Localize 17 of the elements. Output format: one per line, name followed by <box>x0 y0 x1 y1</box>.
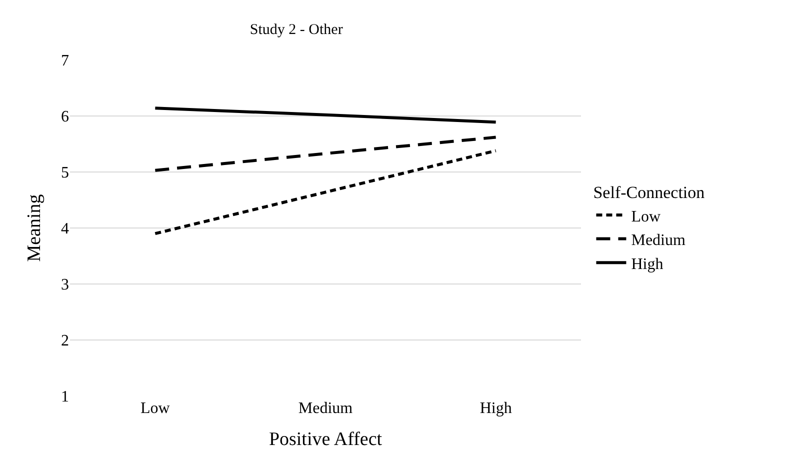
y-tick-label: 6 <box>61 108 69 126</box>
y-tick-label: 1 <box>61 388 69 406</box>
legend-label: Low <box>631 208 661 226</box>
legend-label: Medium <box>631 232 686 250</box>
y-tick-label: 2 <box>61 332 69 350</box>
y-tick-label: 3 <box>61 276 69 294</box>
x-tick-label: High <box>480 400 512 417</box>
y-axis-title: Meaning <box>24 194 45 262</box>
legend-title: Self-Connection <box>593 183 706 202</box>
chart-title: Study 2 - Other <box>250 22 343 38</box>
x-tick-label: Low <box>140 400 170 417</box>
y-tick-label: 5 <box>61 164 69 182</box>
x-tick-label: Medium <box>298 400 354 417</box>
x-axis-title: Positive Affect <box>268 428 383 450</box>
legend-label: High <box>631 256 664 273</box>
y-tick-label: 4 <box>61 220 69 238</box>
y-tick-label: 7 <box>61 52 69 70</box>
